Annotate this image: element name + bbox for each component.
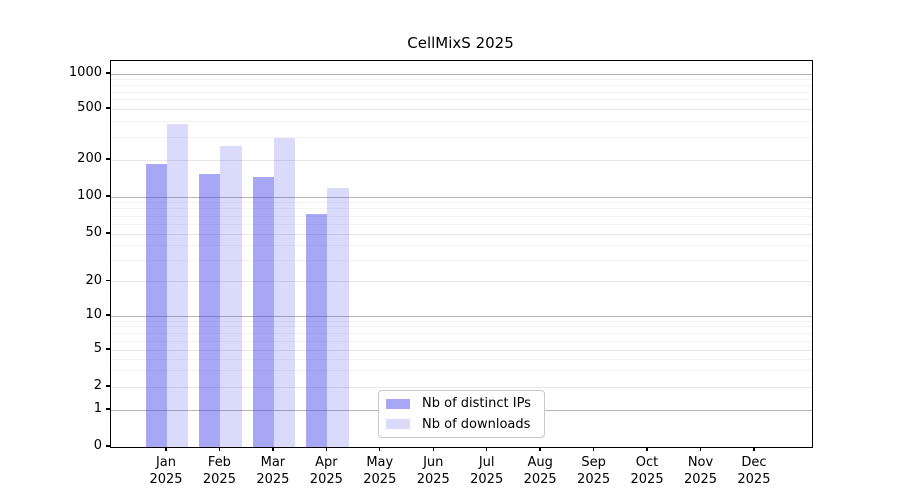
gridline-y-6 (111, 340, 812, 342)
gridline-y-20 (111, 281, 812, 282)
y-axis-tick-1000 (106, 72, 110, 74)
x-axis-tick-may (379, 447, 381, 452)
bar-downloads-mar (273, 137, 296, 447)
y-axis-tick-label-5: 5 (93, 341, 102, 356)
x-axis-tick-label-aug: Aug 2025 (523, 455, 557, 487)
gridline-y-5 (111, 349, 812, 351)
legend-swatch-distinct-ips (386, 398, 410, 409)
gridline-y-50 (111, 233, 812, 235)
bar-downloads-jan (167, 123, 189, 447)
x-axis-tick-apr (325, 447, 328, 452)
x-axis-tick-dec (753, 447, 755, 452)
legend-entry-downloads: Nb of downloads (386, 416, 534, 434)
gridline-y-9 (111, 320, 812, 322)
y-axis-tick-label-100: 100 (77, 188, 102, 203)
chart-legend: Nb of distinct IPs Nb of downloads (378, 390, 545, 438)
gridline-y-900 (111, 78, 812, 80)
x-axis-tick-label-feb: Feb 2025 (202, 455, 236, 487)
gridline-y-800 (111, 84, 812, 86)
x-axis-tick-mar (272, 447, 274, 452)
y-axis-tick-label-50: 50 (85, 225, 102, 240)
gridline-y-700 (111, 91, 812, 93)
gridline-y-90 (111, 202, 812, 204)
x-axis-tick-jul (486, 447, 488, 452)
legend-label-downloads: Nb of downloads (422, 416, 531, 432)
gridline-y-70 (111, 215, 812, 217)
bar-downloads-feb (220, 145, 242, 447)
y-axis-tick-label-500: 500 (77, 100, 102, 115)
gridline-y-4 (111, 358, 812, 360)
x-axis-tick-nov (699, 447, 702, 452)
legend-label-distinct-ips: Nb of distinct IPs (422, 396, 531, 412)
x-axis-tick-feb (218, 447, 221, 452)
y-axis-tick-2 (106, 385, 110, 387)
x-axis-tick-label-jan: Jan 2025 (149, 455, 183, 487)
gridline-y-200 (111, 159, 812, 161)
x-axis-tick-aug (539, 447, 541, 452)
y-axis-tick-5 (106, 348, 110, 350)
gridline-y-60 (111, 223, 812, 225)
y-axis-tick-label-0: 0 (93, 438, 102, 453)
bar-distinct-ips-feb (199, 173, 221, 447)
x-axis-tick-label-jul: Jul 2025 (470, 455, 504, 487)
bar-distinct-ips-jan (145, 164, 167, 447)
gridline-y-30 (111, 259, 812, 261)
x-axis-tick-label-nov: Nov 2025 (683, 455, 718, 487)
x-axis-tick-label-oct: Oct 2025 (630, 455, 664, 487)
gridline-y-8 (111, 326, 812, 328)
x-axis-tick-label-may: May 2025 (363, 455, 397, 487)
x-axis-tick-sep (592, 447, 595, 452)
bar-distinct-ips-apr (305, 213, 328, 447)
y-axis-tick-label-20: 20 (85, 272, 102, 288)
gridline-y-500 (111, 108, 812, 110)
gridline-y-100 (111, 196, 812, 198)
x-axis-tick-label-jun: Jun 2025 (416, 455, 450, 487)
x-axis-tick-jan (165, 447, 167, 452)
gridline-y-7 (111, 332, 812, 334)
y-axis-tick-label-2: 2 (93, 378, 102, 393)
y-axis-tick-20 (106, 279, 110, 282)
x-axis-tick-oct (646, 447, 648, 452)
gridline-y-40 (111, 245, 812, 247)
gridline-y-600 (111, 99, 812, 101)
gridline-y-10 (111, 315, 812, 317)
y-axis-tick-10 (106, 314, 110, 316)
y-axis-tick-label-200: 200 (77, 151, 102, 166)
legend-swatch-downloads (386, 419, 410, 430)
gridline-y-3 (111, 370, 812, 372)
y-axis-tick-500 (106, 107, 110, 109)
x-axis-tick-label-sep: Sep 2025 (577, 455, 611, 487)
bar-downloads-apr (327, 187, 349, 447)
bar-distinct-ips-mar (252, 176, 274, 447)
x-axis-tick-label-dec: Dec 2025 (737, 455, 771, 487)
legend-entry-distinct-ips: Nb of distinct IPs (386, 395, 534, 413)
y-axis-tick-50 (106, 232, 110, 234)
y-axis-tick-200 (106, 158, 110, 160)
y-axis-tick-0 (106, 445, 110, 447)
gridline-y-2 (111, 386, 812, 388)
gridline-y-80 (111, 208, 812, 210)
plot-area (110, 60, 813, 448)
gridline-y-300 (111, 136, 812, 138)
y-axis-tick-100 (106, 195, 110, 197)
y-axis-tick-label-1: 1 (93, 401, 102, 416)
gridline-y-400 (111, 120, 812, 122)
x-axis-tick-jun (432, 447, 434, 452)
chart-title: CellMixS 2025 (407, 34, 514, 52)
x-axis-tick-label-mar: Mar 2025 (256, 455, 290, 487)
gridline-y-1000 (111, 73, 812, 75)
y-axis-tick-label-10: 10 (85, 307, 102, 322)
y-axis-tick-label-1000: 1000 (68, 65, 102, 80)
y-axis-tick-1 (106, 408, 110, 410)
x-axis-tick-label-apr: Apr 2025 (309, 455, 343, 487)
